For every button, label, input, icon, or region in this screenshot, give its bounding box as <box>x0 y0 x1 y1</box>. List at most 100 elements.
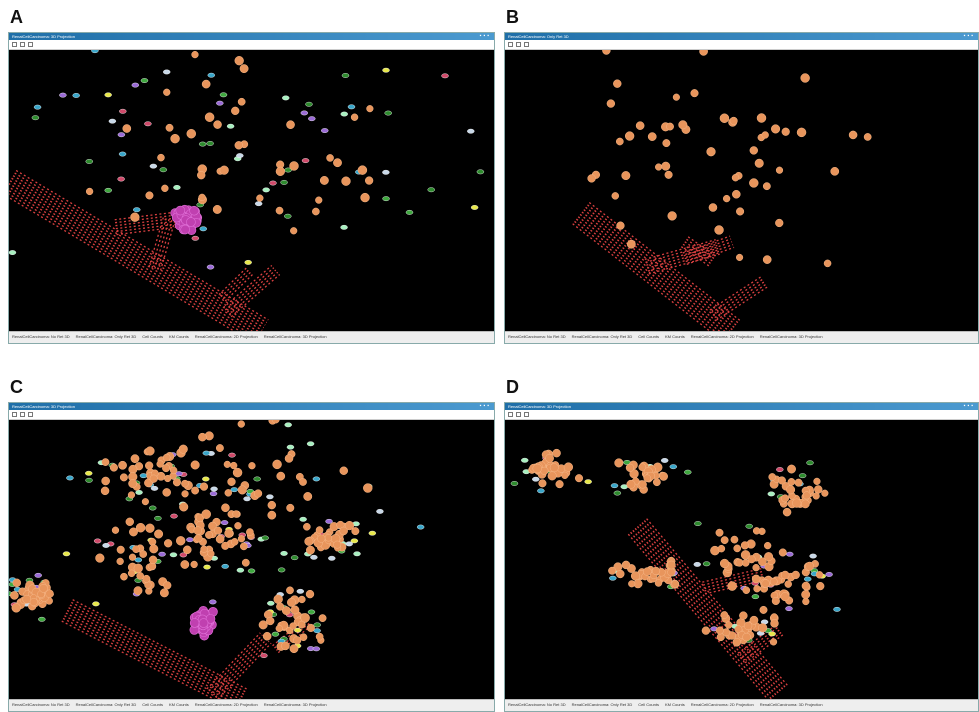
tab[interactable]: RenalCellCarcinoma: No Ret 3D <box>508 700 566 711</box>
orange-cell <box>198 433 206 441</box>
vessel <box>73 600 248 690</box>
orange-cell <box>179 445 188 454</box>
tab[interactable]: RenalCellCarcinoma: Only Ret 3D <box>76 700 137 711</box>
cell <box>383 196 390 200</box>
cell <box>302 158 309 162</box>
orange-cell <box>208 550 215 557</box>
orange-cell <box>762 132 769 139</box>
orange-cell <box>162 464 169 471</box>
orange-cell <box>816 571 823 578</box>
toolbar-button[interactable] <box>508 412 513 417</box>
tab[interactable]: KM Counts <box>169 700 189 711</box>
orange-cell <box>276 207 283 214</box>
orange-cell <box>750 146 758 154</box>
orange-cell <box>772 597 780 605</box>
toolbar-button[interactable] <box>20 412 25 417</box>
orange-cell <box>179 503 188 512</box>
window-title: RenalCellCarcinoma: Only Ret 3D <box>508 34 569 39</box>
vessel <box>70 605 245 695</box>
orange-cell <box>231 107 239 115</box>
tab[interactable]: RenalCellCarcinoma: 3D Projection <box>264 700 327 711</box>
window-button[interactable]: ▪ <box>487 33 491 39</box>
orange-cell <box>231 538 238 545</box>
orange-cell <box>546 454 554 462</box>
orange-cell <box>763 256 771 264</box>
orange-cell <box>214 527 222 535</box>
toolbar-button[interactable] <box>28 412 33 417</box>
toolbar-button[interactable] <box>524 412 529 417</box>
window-button[interactable]: ▪ <box>971 403 975 409</box>
orange-cell <box>824 260 831 267</box>
tab[interactable]: RenalCellCarcinoma: Only Ret 3D <box>572 332 633 343</box>
orange-cell <box>221 504 229 512</box>
orange-cell <box>721 536 728 543</box>
toolbar-button[interactable] <box>508 42 513 47</box>
window-button[interactable]: ▪ <box>971 33 975 39</box>
orange-cell <box>181 480 188 487</box>
orange-cell <box>128 570 135 577</box>
orange-cell <box>732 190 740 198</box>
tab-bar: RenalCellCarcinoma: No Ret 3D RenalCellCa… <box>9 699 494 711</box>
orange-cell <box>201 546 208 553</box>
cell <box>171 514 178 518</box>
orange-cell <box>254 490 262 498</box>
tab[interactable]: RenalCellCarcinoma: 2D Projection <box>691 700 754 711</box>
orange-cell <box>655 164 662 171</box>
tab[interactable]: RenalCellCarcinoma: Only Ret 3D <box>572 700 633 711</box>
cell <box>328 556 335 560</box>
window-button[interactable]: ▪ <box>487 403 491 409</box>
tab[interactable]: Cell Counts <box>142 700 163 711</box>
orange-cell <box>199 194 206 201</box>
orange-cell <box>307 624 315 632</box>
tab[interactable]: KM Counts <box>665 700 685 711</box>
orange-cell <box>249 462 256 469</box>
orange-cell <box>320 176 328 184</box>
orange-cell <box>149 556 157 564</box>
orange-cell <box>763 183 770 190</box>
orange-cell <box>246 528 253 535</box>
tab[interactable]: RenalCellCarcinoma: 3D Projection <box>264 332 327 343</box>
toolbar-button[interactable] <box>524 42 529 47</box>
tab[interactable]: RenalCellCarcinoma: 3D Projection <box>760 332 823 343</box>
orange-cell <box>170 467 177 474</box>
toolbar-button[interactable] <box>516 412 521 417</box>
toolbar-button[interactable] <box>12 412 17 417</box>
cell <box>694 562 701 566</box>
tab[interactable]: KM Counts <box>169 332 189 343</box>
tab[interactable]: KM Counts <box>665 332 685 343</box>
cell <box>467 129 474 133</box>
orange-cell <box>361 193 370 202</box>
orange-cell <box>287 598 295 606</box>
orange-cell <box>663 139 670 146</box>
tab[interactable]: RenalCellCarcinoma: Only Ret 3D <box>76 332 137 343</box>
vessel <box>16 170 268 319</box>
tab[interactable]: Cell Counts <box>142 332 163 343</box>
cell <box>521 458 528 462</box>
orange-cell <box>744 622 752 630</box>
tab[interactable]: RenalCellCarcinoma: No Ret 3D <box>508 332 566 343</box>
cell <box>313 477 320 481</box>
toolbar-button[interactable] <box>516 42 521 47</box>
tab[interactable]: RenalCellCarcinoma: 2D Projection <box>195 700 258 711</box>
tab[interactable]: Cell Counts <box>638 700 659 711</box>
cell <box>278 568 285 572</box>
toolbar-button[interactable] <box>28 42 33 47</box>
orange-cell <box>291 606 299 614</box>
tab[interactable]: RenalCellCarcinoma: 2D Projection <box>691 332 754 343</box>
vessel <box>10 181 262 330</box>
vessel <box>710 276 762 310</box>
orange-cell <box>132 546 139 553</box>
tab[interactable]: RenalCellCarcinoma: No Ret 3D <box>12 700 70 711</box>
cell <box>585 479 592 483</box>
tab[interactable]: RenalCellCarcinoma: 3D Projection <box>760 700 823 711</box>
tab[interactable]: RenalCellCarcinoma: 2D Projection <box>195 332 258 343</box>
orange-cell <box>831 167 839 175</box>
orange-cell <box>709 203 717 211</box>
tab[interactable]: Cell Counts <box>638 332 659 343</box>
toolbar-button[interactable] <box>12 42 17 47</box>
tab[interactable]: RenalCellCarcinoma: No Ret 3D <box>12 332 70 343</box>
vessel <box>13 176 265 325</box>
toolbar-button[interactable] <box>20 42 25 47</box>
orange-cell <box>306 546 314 554</box>
orange-cell <box>290 645 298 653</box>
